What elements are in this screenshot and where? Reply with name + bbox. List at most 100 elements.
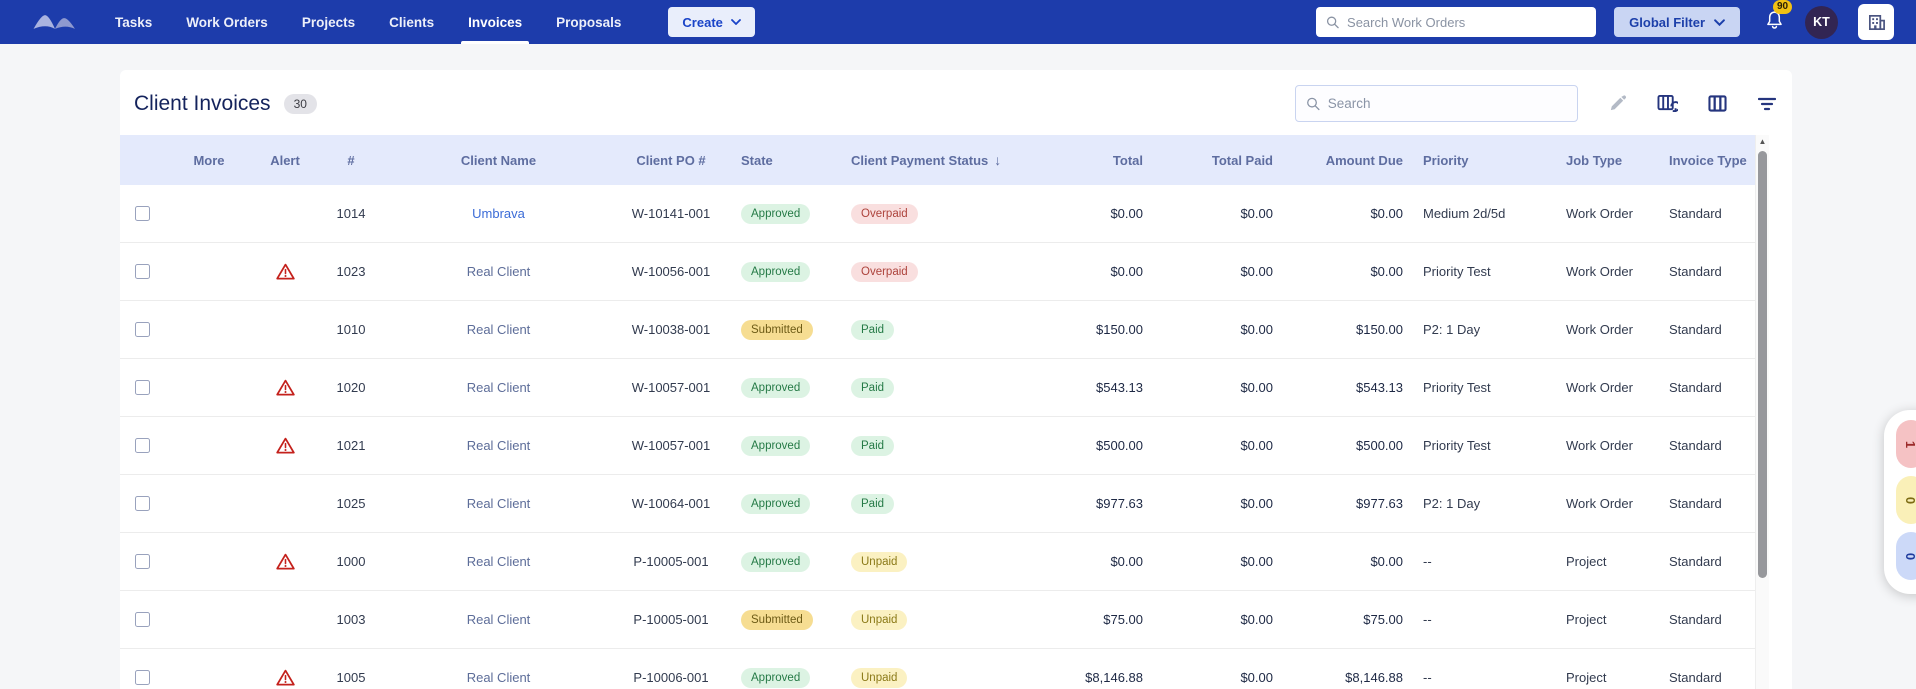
vertical-scrollbar[interactable]: ▲ <box>1755 135 1769 689</box>
state-cell: Approved <box>731 359 841 416</box>
row-checkbox[interactable] <box>134 612 150 627</box>
invoice-type-cell: Standard <box>1669 380 1722 395</box>
client-link[interactable]: Real Client <box>466 438 531 453</box>
payment-status-badge: Unpaid <box>851 667 908 688</box>
client-link[interactable]: Umbrava <box>472 206 525 221</box>
search-icon <box>1307 97 1320 111</box>
invoice-number-cell: 1025 <box>336 496 366 511</box>
global-filter-button[interactable]: Global Filter <box>1614 7 1740 37</box>
total-paid-cell: $0.00 <box>1240 322 1273 337</box>
priority-cell: -- <box>1423 612 1432 627</box>
nav-item-projects[interactable]: Projects <box>301 14 356 30</box>
row-checkbox[interactable] <box>134 438 150 453</box>
table-row[interactable]: 1025 Real Client W-10064-001 Approved Pa… <box>120 475 1755 533</box>
table-header-row: More Alert # Client Name Client PO # Sta… <box>120 135 1755 185</box>
edit-pencil-icon[interactable] <box>1606 93 1628 115</box>
counter-red-button[interactable]: 1 <box>1896 420 1916 468</box>
table-search-input[interactable] <box>1327 96 1567 111</box>
search-icon <box>1327 16 1339 29</box>
alert-cell <box>254 243 316 300</box>
client-po-cell: W-10038-001 <box>631 322 711 337</box>
header-amount-due[interactable]: Amount Due <box>1325 152 1403 168</box>
counter-blue-button[interactable]: 0 <box>1896 532 1916 580</box>
client-link[interactable]: Real Client <box>466 554 531 569</box>
table-row[interactable]: 1014 Umbrava W-10141-001 Approved Overpa… <box>120 185 1755 243</box>
client-name-cell: Real Client <box>386 591 611 648</box>
alert-cell <box>254 591 316 648</box>
client-po-cell: W-10064-001 <box>631 496 711 511</box>
row-checkbox[interactable] <box>134 322 150 337</box>
header-total-paid[interactable]: Total Paid <box>1211 152 1273 168</box>
board-view-icon[interactable] <box>1656 93 1678 115</box>
header-client-po[interactable]: Client PO # <box>636 152 706 168</box>
client-link[interactable]: Real Client <box>466 496 531 511</box>
client-link[interactable]: Real Client <box>466 612 531 627</box>
counter-yellow-button[interactable]: 0 <box>1896 476 1916 524</box>
state-badge: Approved <box>741 261 811 282</box>
client-link[interactable]: Real Client <box>466 322 531 337</box>
table-row[interactable]: 1003 Real Client P-10005-001 Submitted U… <box>120 591 1755 649</box>
row-checkbox[interactable] <box>134 380 150 395</box>
priority-cell: Priority Test <box>1423 380 1491 395</box>
payment-status-badge: Unpaid <box>851 551 908 572</box>
global-search-input[interactable] <box>1347 14 1587 30</box>
job-type-cell: Work Order <box>1566 264 1633 279</box>
organization-button[interactable] <box>1858 4 1894 40</box>
scrollbar-thumb[interactable] <box>1758 151 1767 578</box>
client-po-cell: W-10141-001 <box>631 206 711 221</box>
table-row[interactable]: 1020 Real Client W-10057-001 Approved Pa… <box>120 359 1755 417</box>
chevron-down-icon <box>730 19 741 25</box>
alert-icon <box>275 437 295 454</box>
filter-icon[interactable] <box>1756 93 1778 115</box>
scroll-up-icon[interactable]: ▲ <box>1758 137 1767 146</box>
header-more[interactable]: More <box>193 152 225 168</box>
row-checkbox[interactable] <box>134 206 150 221</box>
select-cell <box>120 475 164 532</box>
header-invoice-type[interactable]: Invoice Type <box>1669 152 1747 168</box>
header-alert[interactable]: Alert <box>270 152 300 168</box>
amount-due-cell: $977.63 <box>1356 496 1403 511</box>
header-state[interactable]: State <box>741 152 773 168</box>
invoice-type-cell: Standard <box>1669 496 1722 511</box>
table-row[interactable]: 1000 Real Client P-10005-001 Approved Un… <box>120 533 1755 591</box>
create-button[interactable]: Create <box>668 7 755 37</box>
nav-item-clients[interactable]: Clients <box>389 14 435 30</box>
payment-status-badge: Paid <box>851 377 895 398</box>
app-logo-icon[interactable] <box>32 12 78 32</box>
client-link[interactable]: Real Client <box>466 380 531 395</box>
total-paid-cell: $0.00 <box>1240 670 1273 685</box>
header-total[interactable]: Total <box>1112 152 1143 168</box>
payment-status-cell: Unpaid <box>841 591 1021 648</box>
header-client-name[interactable]: Client Name <box>460 152 537 168</box>
client-po-cell: W-10056-001 <box>631 264 711 279</box>
more-cell <box>164 301 254 358</box>
columns-icon[interactable] <box>1706 93 1728 115</box>
notifications-button[interactable]: 90 <box>1764 0 1793 36</box>
client-link[interactable]: Real Client <box>466 264 531 279</box>
row-checkbox[interactable] <box>134 554 150 569</box>
job-type-cell: Work Order <box>1566 496 1633 511</box>
nav-item-work-orders[interactable]: Work Orders <box>186 14 268 30</box>
header-priority[interactable]: Priority <box>1423 152 1469 168</box>
row-checkbox[interactable] <box>134 264 150 279</box>
row-checkbox[interactable] <box>134 496 150 511</box>
table-row[interactable]: 1023 Real Client W-10056-001 Approved Ov… <box>120 243 1755 301</box>
table-row[interactable]: 1005 Real Client P-10006-001 Approved Un… <box>120 649 1755 689</box>
header-number[interactable]: # <box>347 152 355 168</box>
priority-cell: Priority Test <box>1423 438 1491 453</box>
client-link[interactable]: Real Client <box>466 670 531 685</box>
table-row[interactable]: 1021 Real Client W-10057-001 Approved Pa… <box>120 417 1755 475</box>
invoice-type-cell: Standard <box>1669 322 1722 337</box>
nav-item-invoices[interactable]: Invoices <box>451 0 539 44</box>
amount-due-cell: $75.00 <box>1363 612 1403 627</box>
job-type-cell: Project <box>1566 670 1607 685</box>
table-row[interactable]: 1010 Real Client W-10038-001 Submitted P… <box>120 301 1755 359</box>
sort-descending-icon[interactable]: ↓ <box>994 152 1002 168</box>
user-avatar[interactable]: KT <box>1805 5 1838 39</box>
nav-item-tasks[interactable]: Tasks <box>115 14 153 30</box>
row-checkbox[interactable] <box>134 670 150 685</box>
header-client-payment-status[interactable]: Client Payment Status ↓ <box>851 152 1002 168</box>
header-job-type[interactable]: Job Type <box>1566 152 1623 168</box>
page-title: Client Invoices <box>134 91 271 115</box>
nav-item-proposals[interactable]: Proposals <box>556 14 622 30</box>
